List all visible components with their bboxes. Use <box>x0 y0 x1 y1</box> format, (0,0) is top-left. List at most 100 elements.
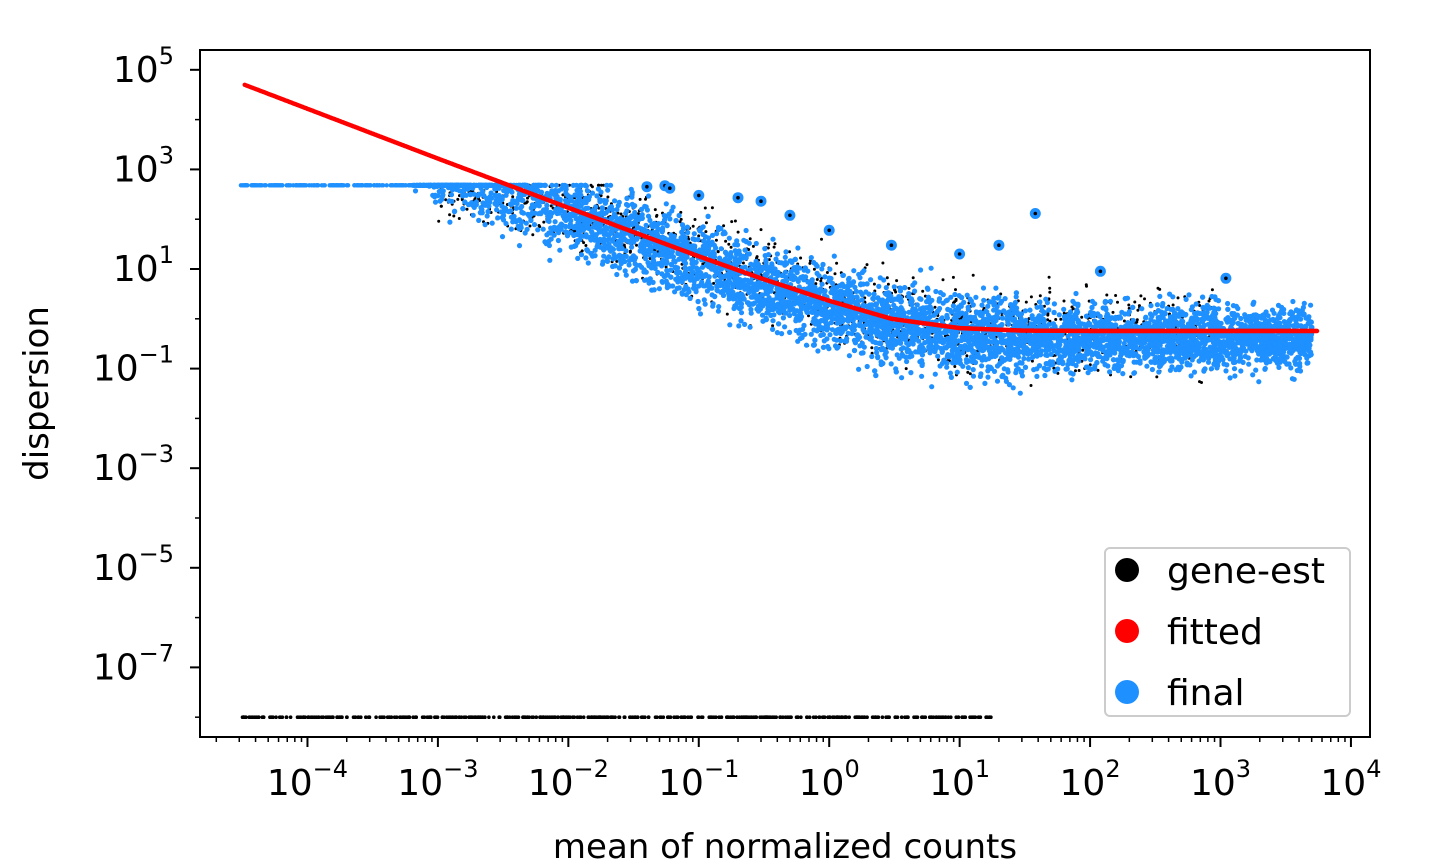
gene-est-point <box>928 715 933 719</box>
final-point <box>944 364 950 370</box>
final-point <box>787 329 793 335</box>
gene-est-point <box>299 715 303 719</box>
gene-est-point <box>331 715 335 719</box>
final-point <box>345 183 351 188</box>
final-point <box>676 285 682 291</box>
gene-est-point <box>476 715 481 719</box>
gene-est-point <box>815 278 819 281</box>
gene-est-point <box>719 715 723 719</box>
gene-est-point <box>571 715 575 719</box>
final-point <box>973 319 979 325</box>
gene-est-point <box>743 715 748 719</box>
gene-est-point <box>920 715 925 719</box>
gene-est-point <box>893 288 897 292</box>
gene-est-point <box>941 278 945 282</box>
gene-est-point <box>1111 310 1115 314</box>
gene-est-point <box>1198 304 1202 307</box>
final-point <box>782 269 789 275</box>
gene-est-point <box>954 288 957 292</box>
final-point <box>727 322 733 328</box>
gene-est-point <box>387 715 392 719</box>
gene-est-point <box>969 715 974 719</box>
final-point <box>652 251 658 257</box>
gene-est-point <box>832 715 836 719</box>
gene-est-point <box>672 715 676 719</box>
gene-est-point <box>966 370 970 374</box>
gene-est-point <box>439 204 443 208</box>
gene-est-point <box>1127 306 1131 310</box>
gene-est-point <box>911 276 915 280</box>
gene-est-point <box>456 197 460 201</box>
gene-est-point <box>704 230 708 234</box>
final-point <box>1117 315 1124 321</box>
final-point <box>927 299 933 305</box>
gene-est-point <box>483 715 487 719</box>
gene-est-point <box>335 715 339 719</box>
gene-est-point <box>1081 348 1085 352</box>
gene-est-point <box>503 715 508 719</box>
final-point <box>691 231 697 237</box>
gene-est-point <box>1114 294 1118 297</box>
final-point <box>293 183 299 188</box>
final-point <box>985 374 991 380</box>
gene-est-point <box>733 219 737 223</box>
gene-est-point <box>725 312 729 316</box>
final-point <box>368 183 373 188</box>
gene-est-point <box>577 715 582 719</box>
gene-est-point <box>1136 308 1140 312</box>
final-point <box>604 182 610 188</box>
final-point <box>1167 291 1173 297</box>
gene-est-point <box>1171 303 1175 307</box>
final-point <box>1126 309 1132 315</box>
gene-est-point <box>771 324 775 328</box>
gene-est-point <box>1133 300 1137 304</box>
final-point <box>710 301 716 307</box>
final-point <box>645 213 652 219</box>
final-point <box>803 342 810 348</box>
final-point <box>355 183 360 188</box>
final-point <box>830 280 836 287</box>
final-point <box>827 266 833 272</box>
final-point <box>732 242 738 248</box>
gene-est-point <box>492 715 496 719</box>
gene-est-point <box>457 217 461 220</box>
final-point <box>1305 360 1311 366</box>
gene-est-point <box>1096 368 1100 372</box>
final-point <box>1186 292 1192 298</box>
gene-est-point <box>580 249 584 253</box>
final-point <box>489 220 495 226</box>
gene-est-point <box>392 715 397 719</box>
final-point <box>722 230 728 236</box>
final-point <box>819 281 825 287</box>
final-point <box>853 288 859 294</box>
gene-est-point <box>521 715 525 719</box>
final-point <box>300 183 306 188</box>
final-point <box>540 226 546 232</box>
gene-est-point <box>327 715 332 719</box>
final-point <box>263 183 268 188</box>
gene-est-point <box>893 715 897 719</box>
gene-est-point <box>1084 283 1088 287</box>
gene-est-point <box>312 715 317 719</box>
gene-est-point <box>870 715 875 719</box>
gene-est-point <box>542 220 546 224</box>
gene-est-point <box>405 715 409 719</box>
final-point <box>925 294 932 300</box>
gene-est-point <box>530 715 534 719</box>
gene-est-point <box>727 242 731 246</box>
final-point <box>1298 316 1304 322</box>
gene-est-point <box>639 715 644 719</box>
gene-est-point <box>772 245 776 249</box>
final-point <box>508 226 514 232</box>
final-point <box>359 183 364 188</box>
gene-est-point <box>257 715 261 719</box>
final-point <box>584 247 590 253</box>
final-point <box>448 192 455 198</box>
gene-est-point <box>759 228 763 232</box>
final-point <box>999 315 1006 321</box>
gene-est-point <box>653 715 658 719</box>
final-point <box>384 183 389 188</box>
gene-est-point <box>675 715 679 719</box>
gene-est-point <box>611 715 615 719</box>
